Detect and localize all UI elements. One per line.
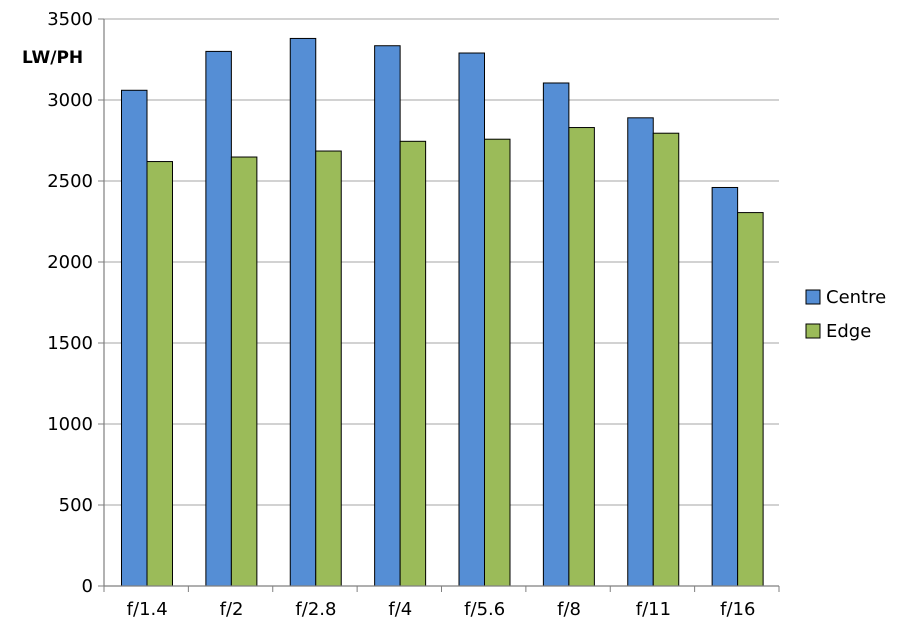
bar-centre-f14 (121, 89, 148, 587)
x-tick-label: f/1.4 (127, 599, 168, 620)
x-tick-label: f/11 (636, 599, 671, 620)
y-axis-label: LW/PH (22, 48, 83, 68)
x-tick-label: f/16 (720, 599, 755, 620)
bar-edge-f14 (146, 161, 173, 587)
y-tick-label: 3500 (47, 9, 93, 30)
legend-label-centre: Centre (826, 287, 886, 308)
y-tick-label: 1000 (47, 414, 93, 435)
bar-edge-f8 (568, 127, 595, 587)
x-tick-labels: f/1.4 f/2 f/2.8 f/4 f/5.6 f/8 f/11 f/16 (127, 599, 756, 620)
y-tick-label: 500 (59, 495, 93, 516)
bar-centre-f16 (711, 186, 739, 587)
bar-edge-f28 (315, 150, 342, 587)
legend-swatch-centre (805, 289, 821, 305)
y-tick-labels: 0 500 1000 1500 2000 2500 3000 3500 (47, 9, 93, 597)
axes (98, 18, 780, 592)
x-tick-label: f/5.6 (464, 599, 505, 620)
y-tick-label: 3000 (47, 90, 93, 111)
bar-centre-f56 (458, 52, 485, 587)
bar-edge-f11 (652, 132, 680, 587)
bar-centre-f2 (205, 50, 232, 587)
bar-edge-f4 (399, 140, 427, 587)
x-tick-label: f/8 (557, 599, 581, 620)
legend-label-edge: Edge (826, 321, 871, 342)
bar-centre-f28 (289, 37, 317, 587)
y-tick-label: 0 (82, 576, 93, 597)
legend-swatch-edge (805, 323, 821, 339)
bar-centre-f4 (374, 45, 401, 587)
bar-edge-f2 (230, 156, 258, 587)
y-tick-label: 1500 (47, 333, 93, 354)
bar-centre-f8 (542, 82, 570, 587)
bar-edge-f16 (737, 212, 764, 587)
y-tick-label: 2000 (47, 252, 93, 273)
y-tick-label: 2500 (47, 171, 93, 192)
x-tick-label: f/2.8 (295, 599, 336, 620)
bars (121, 37, 764, 587)
legend: Centre Edge (805, 287, 886, 342)
x-tick-label: f/4 (388, 599, 412, 620)
bar-centre-f11 (627, 117, 654, 587)
x-tick-label: f/2 (220, 599, 244, 620)
bar-edge-f56 (484, 138, 511, 587)
